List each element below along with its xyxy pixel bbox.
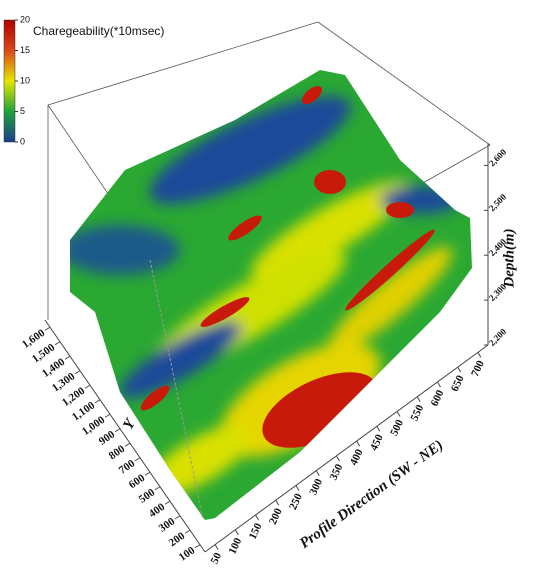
- y-tick: [124, 442, 131, 447]
- y-tick: [144, 471, 151, 476]
- y-tick: [154, 486, 161, 491]
- y-axis: [44, 319, 206, 553]
- y-tick: [174, 515, 181, 520]
- colorbar-tick-label: 0: [20, 136, 25, 146]
- colorbar-title: Charegeability(*10msec): [33, 24, 164, 38]
- z-axis-title: Depth(m): [501, 228, 517, 288]
- y-tick: [44, 326, 51, 331]
- x-tick-label: 400: [348, 447, 366, 467]
- x-tick: [416, 396, 421, 403]
- x-tick: [275, 499, 280, 506]
- x-tick: [234, 529, 239, 536]
- x-tick-label: 550: [408, 403, 426, 423]
- y-tick: [114, 428, 121, 433]
- x-axis: [204, 344, 489, 553]
- x-tick-label: 450: [368, 432, 386, 452]
- x-axis-title: Profile Direction (SW - NE): [297, 437, 446, 552]
- x-tick: [356, 440, 361, 447]
- x-tick-label: 150: [247, 521, 265, 541]
- x-tick-label: 500: [388, 417, 406, 437]
- y-tick: [194, 544, 201, 549]
- z-tick-label: 2,200: [487, 326, 509, 348]
- x-tick-label: 250: [287, 491, 305, 511]
- x-tick-label: 700: [469, 358, 487, 378]
- x-tick: [214, 544, 219, 550]
- y-tick-label: 600: [127, 472, 148, 492]
- x-tick-label: 200: [267, 506, 285, 526]
- x-tick: [437, 381, 441, 388]
- y-tick: [84, 384, 91, 389]
- y-tick: [164, 500, 171, 505]
- y-tick: [94, 399, 101, 404]
- y-tick-label: 800: [107, 443, 128, 463]
- colorbar-tick-label: 5: [20, 106, 25, 116]
- colorbar-tick-label: 20: [20, 14, 30, 24]
- x-tick: [335, 455, 340, 462]
- y-tick-label: 500: [137, 486, 158, 506]
- colorbar-tick-label: 15: [20, 45, 30, 55]
- x-tick-label: 50: [209, 550, 225, 565]
- x-tick-label: 600: [429, 388, 447, 408]
- x-tick: [315, 470, 320, 476]
- z-tick-label: 2,600: [487, 147, 509, 169]
- y-tick-label: 400: [147, 501, 168, 521]
- x-tick-label: 350: [328, 462, 346, 482]
- z-tick-label: 2,500: [487, 191, 509, 213]
- y-tick: [64, 355, 71, 360]
- x-tick: [477, 352, 482, 358]
- dashed-edge: [149, 259, 204, 521]
- x-tick: [255, 514, 259, 521]
- x-tick: [457, 366, 462, 373]
- y-tick-label: 100: [177, 544, 198, 564]
- x-tick-label: 650: [449, 373, 467, 393]
- x-tick: [295, 485, 300, 491]
- colorbar: [3, 19, 16, 143]
- x-tick: [376, 426, 381, 432]
- y-tick: [74, 370, 81, 375]
- colorbar-tick-label: 10: [20, 75, 30, 85]
- y-tick: [134, 457, 141, 462]
- y-tick-label: 900: [97, 428, 118, 448]
- x-tick-label: 300: [307, 476, 325, 496]
- y-tick: [54, 341, 61, 346]
- y-tick-label: 200: [167, 530, 188, 550]
- y-tick-label: 300: [157, 515, 178, 535]
- y-tick-label: 700: [117, 457, 138, 477]
- x-tick-label: 100: [226, 536, 244, 556]
- y-tick: [184, 529, 191, 534]
- x-tick: [396, 411, 401, 417]
- y-tick: [104, 413, 111, 418]
